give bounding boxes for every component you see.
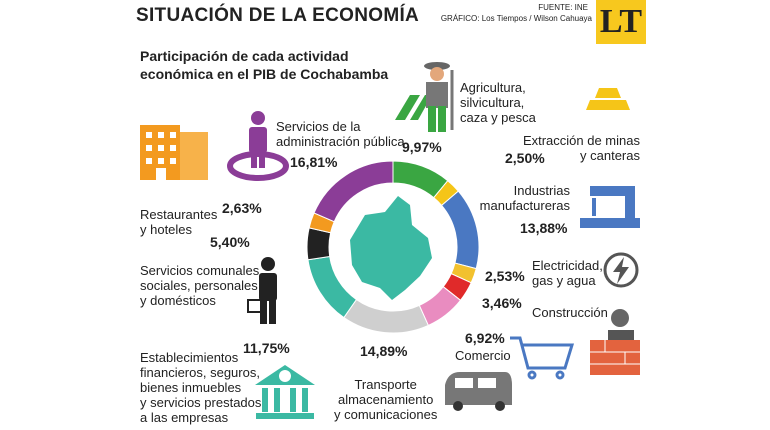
value-label: 14,89% [360, 343, 408, 359]
category-label: Servicios de la administración pública [276, 119, 405, 149]
value-label: 11,75% [243, 340, 290, 356]
value-label: 2,53% [485, 268, 525, 284]
logo: LT [596, 0, 646, 44]
category-label: Industrias manufactureras [479, 183, 570, 213]
donut-segment [306, 227, 332, 261]
value-label: 6,92% [465, 330, 505, 346]
electricity-icon [603, 252, 639, 288]
donut-segment [313, 160, 394, 223]
category-label: Comercio [455, 348, 511, 363]
worker-icon [247, 257, 277, 324]
cart-icon [510, 336, 575, 380]
bank-icon [255, 365, 315, 419]
gold-icon [586, 88, 630, 110]
category-label: Extracción de minas y canteras [522, 133, 640, 163]
title: SITUACIÓN DE LA ECONOMÍA [136, 5, 420, 26]
category-label: Servicios comunales sociales, personales… [140, 263, 260, 308]
builder-icon [590, 309, 640, 375]
donut [306, 160, 480, 334]
donut-segment [343, 298, 429, 334]
value-label: 13,88% [520, 220, 568, 236]
value-label: 16,81% [290, 154, 338, 170]
category-label: Construcción [532, 305, 608, 320]
category-label: Restaurantes y hoteles [140, 207, 218, 237]
value-label: 9,97% [402, 139, 442, 155]
value-label: 3,46% [482, 295, 522, 311]
donut-segment [440, 190, 480, 270]
van-icon [445, 372, 512, 411]
farmer-icon [395, 62, 454, 132]
donut-segment [307, 255, 358, 319]
sewing-icon [580, 186, 640, 228]
official-icon [227, 111, 289, 181]
value-label: 2,63% [222, 200, 262, 216]
category-label: Agricultura, silvicultura, caza y pesca [460, 80, 536, 125]
hotel-icon [140, 125, 208, 180]
source: FUENTE: INE [538, 3, 588, 12]
category-label: Establecimientos financieros, seguros, b… [140, 350, 262, 425]
cochabamba-map [350, 196, 432, 300]
value-label: 5,40% [210, 234, 250, 250]
category-label: Transporte almacenamiento y comunicacion… [334, 377, 438, 422]
credit: GRÁFICO: Los Tiempos / Wilson Cahuaya [440, 14, 592, 23]
category-label: Electricidad, gas y agua [532, 258, 603, 288]
value-label: 2,50% [505, 150, 545, 166]
subtitle: Participación de cada actividad económic… [140, 48, 389, 82]
